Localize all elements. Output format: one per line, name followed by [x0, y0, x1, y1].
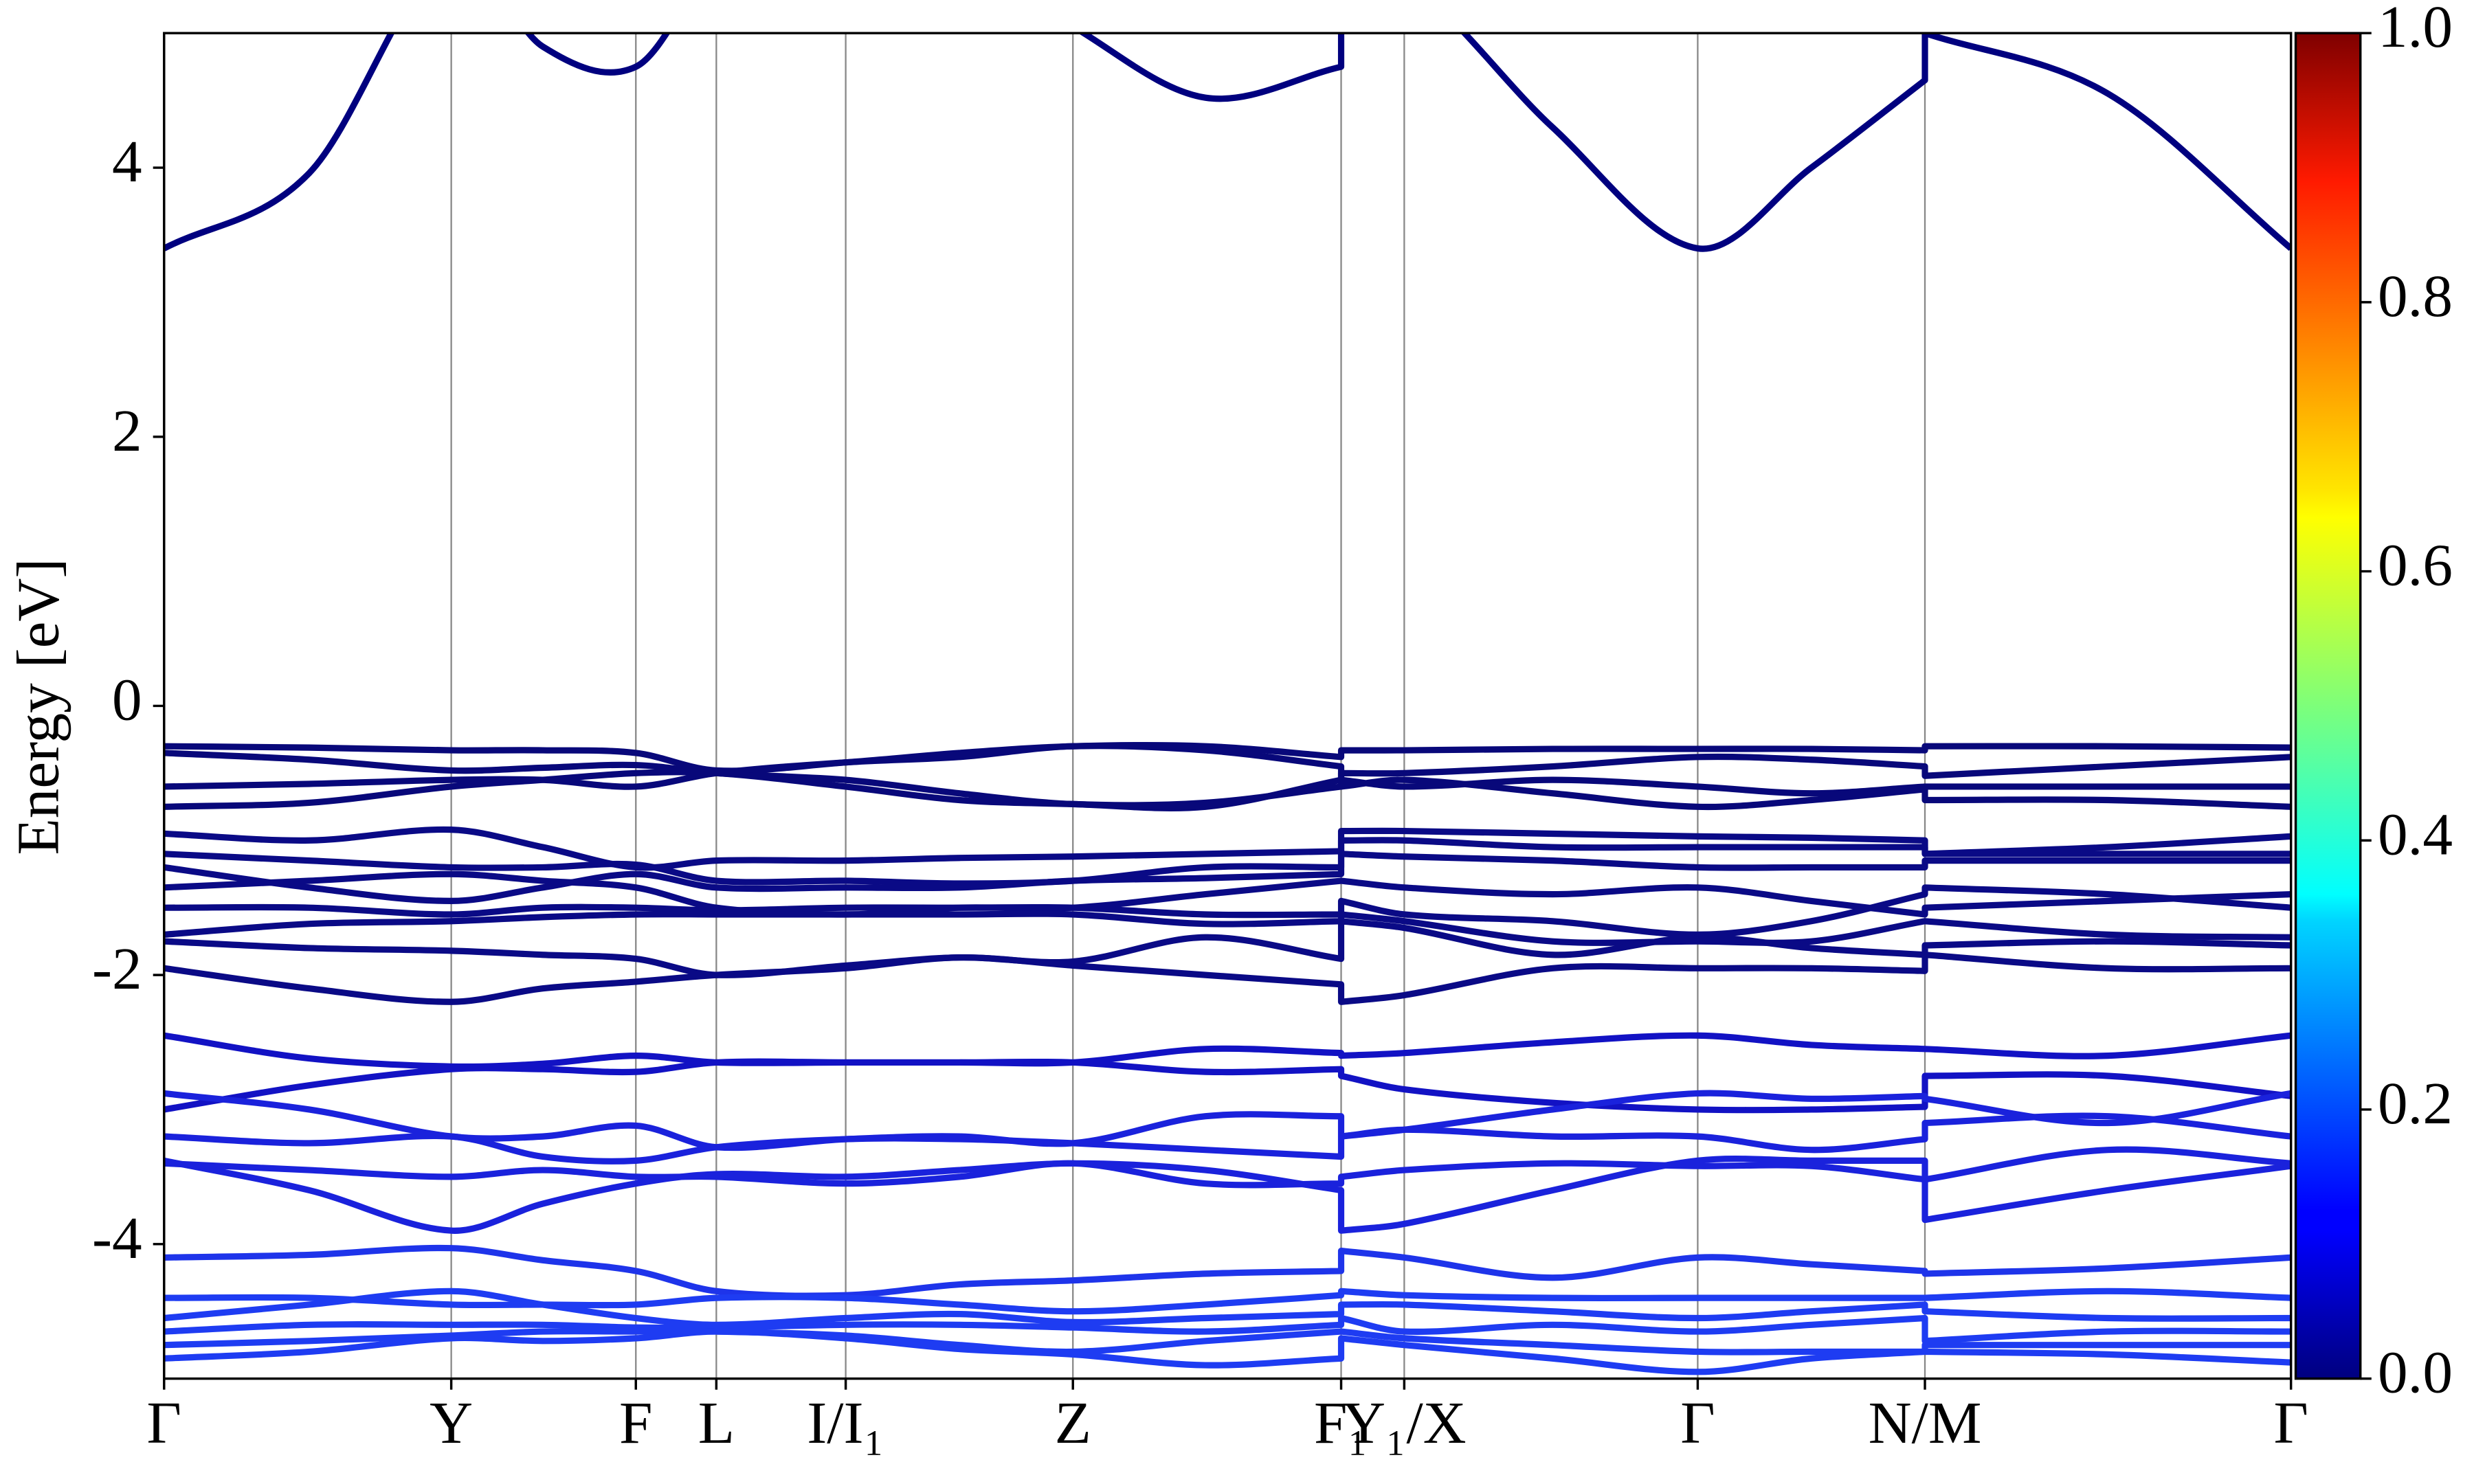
colorbar-tick-label: 0.0	[2378, 1339, 2453, 1406]
x-tick-label: Γ	[2273, 1389, 2308, 1456]
y-axis-label: Energy [eV]	[4, 559, 71, 855]
y-tick-label: 0	[112, 666, 142, 732]
band-line	[164, 952, 2291, 1005]
x-tick-label: F₁	[1314, 1389, 1368, 1456]
y-tick-label: 4	[112, 128, 142, 194]
band-line	[164, 1146, 2291, 1189]
band-line	[164, 918, 2291, 978]
band-line	[164, 870, 2291, 918]
band-line	[164, 769, 2291, 811]
x-tick-label: Γ	[1680, 1389, 1715, 1456]
x-tick-label: N/M	[1869, 1389, 1982, 1456]
x-tick-label: Y	[430, 1389, 473, 1456]
band-line	[164, 837, 2291, 887]
colorbar-tick-label: 0.4	[2378, 800, 2453, 867]
band-line	[164, 750, 2291, 809]
band-line	[164, 826, 2291, 871]
y-tick-label: -4	[92, 1204, 142, 1271]
bands	[164, 33, 2291, 1375]
band-line	[164, 1155, 2291, 1234]
band-line	[164, 1328, 2291, 1375]
band-line	[164, 851, 2291, 904]
colorbar-tick-label: 0.2	[2378, 1070, 2453, 1136]
y-tick-label: -2	[92, 935, 142, 1002]
band-line	[164, 1314, 2291, 1345]
colorbar-tick-label: 0.6	[2378, 532, 2453, 598]
band-line	[164, 1090, 2291, 1151]
band-line	[164, 1244, 2291, 1299]
colorbar-tick-label: 0.8	[2378, 262, 2453, 329]
x-tick-label: Y₁/X	[1342, 1389, 1467, 1456]
band-line	[164, 1328, 2291, 1356]
colorbar	[2294, 32, 2362, 1380]
x-tick-label: Γ	[147, 1389, 181, 1456]
x-tick-label: I/I₁	[807, 1389, 884, 1456]
band-line	[164, 33, 2291, 252]
band-line	[164, 1032, 2291, 1070]
band-line	[164, 1112, 2291, 1165]
x-tick-label: Z	[1055, 1389, 1091, 1456]
band-line	[164, 884, 2291, 938]
band-line	[164, 1288, 2291, 1328]
x-tick-label: F	[619, 1389, 653, 1456]
band-line	[164, 741, 2291, 774]
x-tick-label: L	[698, 1389, 735, 1456]
band-line	[164, 910, 2291, 946]
band-line	[164, 1058, 2291, 1114]
y-tick-label: 2	[112, 397, 142, 464]
colorbar-tick-label: 1.0	[2378, 0, 2453, 60]
